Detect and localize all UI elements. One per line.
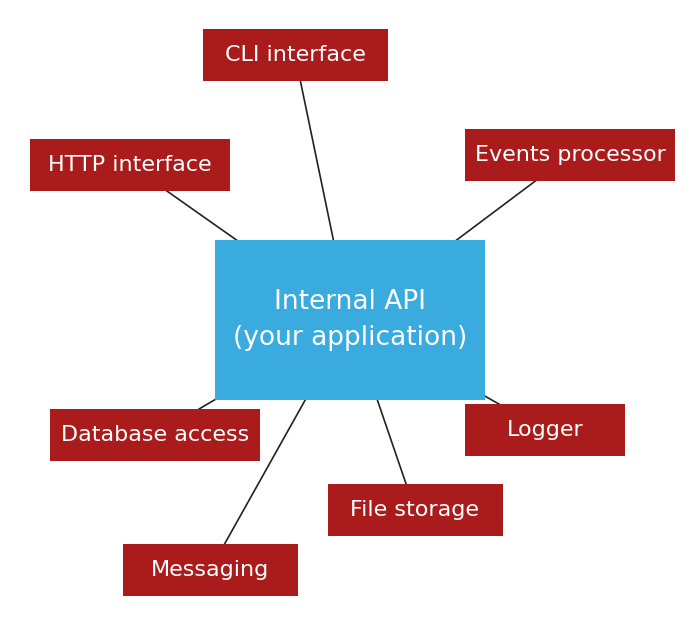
Text: CLI interface: CLI interface [225, 45, 365, 65]
Text: File storage: File storage [351, 500, 480, 520]
Text: Events processor: Events processor [475, 145, 666, 165]
FancyBboxPatch shape [50, 409, 260, 461]
FancyBboxPatch shape [30, 139, 230, 191]
Text: HTTP interface: HTTP interface [48, 155, 212, 175]
Text: Logger: Logger [507, 420, 583, 440]
Text: Internal API
(your application): Internal API (your application) [233, 289, 467, 351]
FancyBboxPatch shape [465, 129, 675, 181]
FancyBboxPatch shape [215, 240, 485, 400]
FancyBboxPatch shape [328, 484, 503, 536]
FancyBboxPatch shape [202, 29, 388, 81]
FancyBboxPatch shape [122, 544, 298, 596]
Text: Database access: Database access [61, 425, 249, 445]
FancyBboxPatch shape [465, 404, 625, 456]
Text: Messaging: Messaging [151, 560, 269, 580]
